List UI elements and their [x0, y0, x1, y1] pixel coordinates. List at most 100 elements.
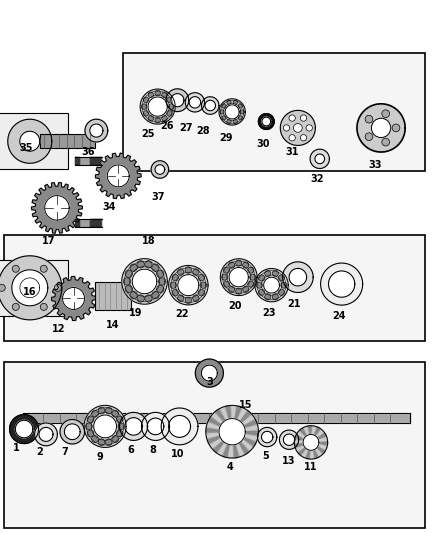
Bar [91, 157, 92, 165]
Text: 36: 36 [82, 148, 95, 157]
Circle shape [145, 295, 152, 302]
Bar [96, 219, 97, 227]
Circle shape [240, 110, 244, 114]
Text: 28: 28 [196, 126, 210, 136]
Polygon shape [148, 97, 167, 116]
Bar [81, 157, 82, 165]
Circle shape [258, 275, 265, 281]
Polygon shape [201, 365, 217, 381]
Polygon shape [171, 94, 184, 107]
Bar [40, 134, 95, 148]
Circle shape [124, 278, 131, 285]
Polygon shape [123, 53, 425, 171]
Circle shape [170, 282, 177, 288]
Polygon shape [212, 413, 223, 424]
Polygon shape [4, 362, 425, 528]
Text: 29: 29 [219, 133, 233, 142]
Text: 22: 22 [176, 310, 189, 319]
Bar [75, 219, 76, 227]
Circle shape [272, 270, 279, 277]
Polygon shape [220, 259, 257, 296]
Circle shape [392, 124, 400, 132]
Circle shape [167, 97, 172, 102]
Bar [80, 157, 81, 165]
Circle shape [233, 100, 237, 104]
Text: 6: 6 [127, 445, 134, 455]
Polygon shape [60, 419, 85, 444]
Text: 14: 14 [106, 320, 120, 330]
Circle shape [157, 270, 164, 278]
Polygon shape [314, 427, 320, 436]
Bar [83, 157, 84, 165]
Circle shape [300, 115, 307, 121]
Text: 1: 1 [13, 443, 20, 453]
Bar [85, 219, 86, 227]
Polygon shape [241, 440, 253, 450]
Circle shape [250, 274, 256, 280]
Bar [0, 113, 68, 169]
Polygon shape [244, 434, 258, 440]
Circle shape [185, 267, 191, 273]
Circle shape [365, 115, 373, 123]
Circle shape [306, 125, 312, 131]
Text: 32: 32 [311, 174, 324, 184]
Circle shape [238, 116, 243, 120]
Polygon shape [242, 415, 254, 425]
Polygon shape [122, 259, 167, 304]
Bar [101, 157, 102, 165]
Bar [89, 219, 90, 227]
Circle shape [185, 297, 191, 303]
Polygon shape [147, 418, 164, 435]
Polygon shape [235, 406, 241, 419]
Polygon shape [20, 278, 40, 298]
Polygon shape [178, 274, 199, 296]
Polygon shape [258, 114, 274, 130]
Circle shape [106, 439, 112, 446]
Circle shape [222, 274, 228, 280]
Bar [92, 219, 93, 227]
Circle shape [198, 289, 205, 296]
Polygon shape [279, 430, 299, 449]
Circle shape [222, 104, 226, 108]
Circle shape [162, 92, 167, 98]
Polygon shape [280, 110, 315, 146]
Circle shape [172, 289, 178, 296]
Bar [87, 219, 88, 227]
Circle shape [141, 104, 147, 109]
Circle shape [87, 416, 94, 423]
Circle shape [293, 124, 302, 132]
Circle shape [118, 423, 125, 430]
Circle shape [148, 116, 154, 121]
Polygon shape [232, 406, 235, 419]
Bar [99, 157, 100, 165]
Polygon shape [210, 439, 222, 448]
Polygon shape [302, 449, 308, 457]
Circle shape [229, 262, 235, 268]
Polygon shape [294, 426, 328, 459]
Circle shape [152, 292, 159, 299]
Polygon shape [294, 440, 303, 442]
Text: 17: 17 [42, 237, 56, 246]
Circle shape [137, 295, 144, 302]
Text: 11: 11 [304, 462, 318, 472]
Circle shape [279, 275, 285, 281]
Polygon shape [206, 429, 219, 432]
Text: 13: 13 [282, 456, 295, 465]
Bar [93, 219, 94, 227]
Polygon shape [283, 434, 295, 446]
Polygon shape [107, 165, 129, 187]
Bar [100, 219, 101, 227]
Bar [93, 157, 94, 165]
Text: 25: 25 [141, 130, 155, 139]
Polygon shape [239, 442, 248, 454]
Polygon shape [317, 447, 325, 453]
Polygon shape [304, 426, 309, 435]
Circle shape [382, 138, 389, 146]
Circle shape [130, 292, 137, 299]
Text: 33: 33 [368, 160, 381, 170]
Circle shape [12, 265, 19, 272]
Bar [76, 157, 77, 165]
Circle shape [177, 295, 184, 302]
Circle shape [172, 274, 178, 281]
Polygon shape [20, 131, 40, 151]
